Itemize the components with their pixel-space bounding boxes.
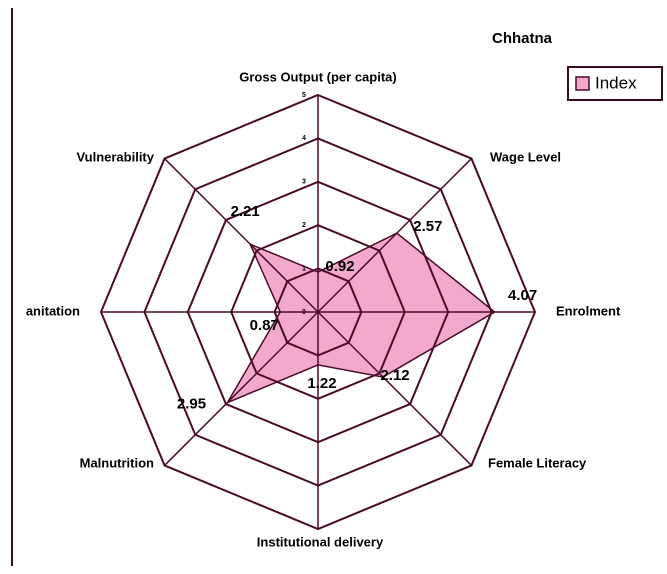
- axis-label: Enrolment: [556, 303, 621, 318]
- data-label: 2.12: [380, 367, 409, 384]
- r-tick-label: 1: [302, 265, 306, 272]
- spoke: [317, 158, 472, 313]
- r-tick-label: 2: [302, 222, 306, 229]
- legend-box: [567, 66, 663, 101]
- r-tick-label: 3: [302, 179, 306, 186]
- legend-label: Index: [595, 73, 637, 92]
- spoke: [317, 311, 472, 466]
- axis-label: Female Literacy: [488, 455, 587, 470]
- spoke: [164, 158, 319, 313]
- axis-label: anitation: [26, 303, 80, 318]
- data-label: 2.21: [231, 203, 260, 220]
- r-tick-label: 4: [302, 135, 306, 142]
- axis-label: Gross Output (per capita): [239, 69, 396, 84]
- data-label: 2.95: [177, 395, 206, 412]
- axis-label: Institutional delivery: [257, 534, 384, 549]
- data-label: 4.07: [508, 287, 537, 304]
- legend-swatch: [575, 76, 590, 91]
- data-label: 1.22: [307, 375, 336, 392]
- data-label: 2.57: [413, 218, 442, 235]
- axis-label: Vulnerability: [76, 149, 154, 164]
- axis-label: Malnutrition: [80, 455, 154, 470]
- spoke: [164, 311, 319, 466]
- axis-label: Wage Level: [490, 149, 561, 164]
- data-label: 0.92: [325, 258, 354, 275]
- r-tick-label: 5: [302, 92, 306, 99]
- chart-title: Chhatna: [492, 30, 553, 47]
- data-label: 0.87: [250, 317, 279, 334]
